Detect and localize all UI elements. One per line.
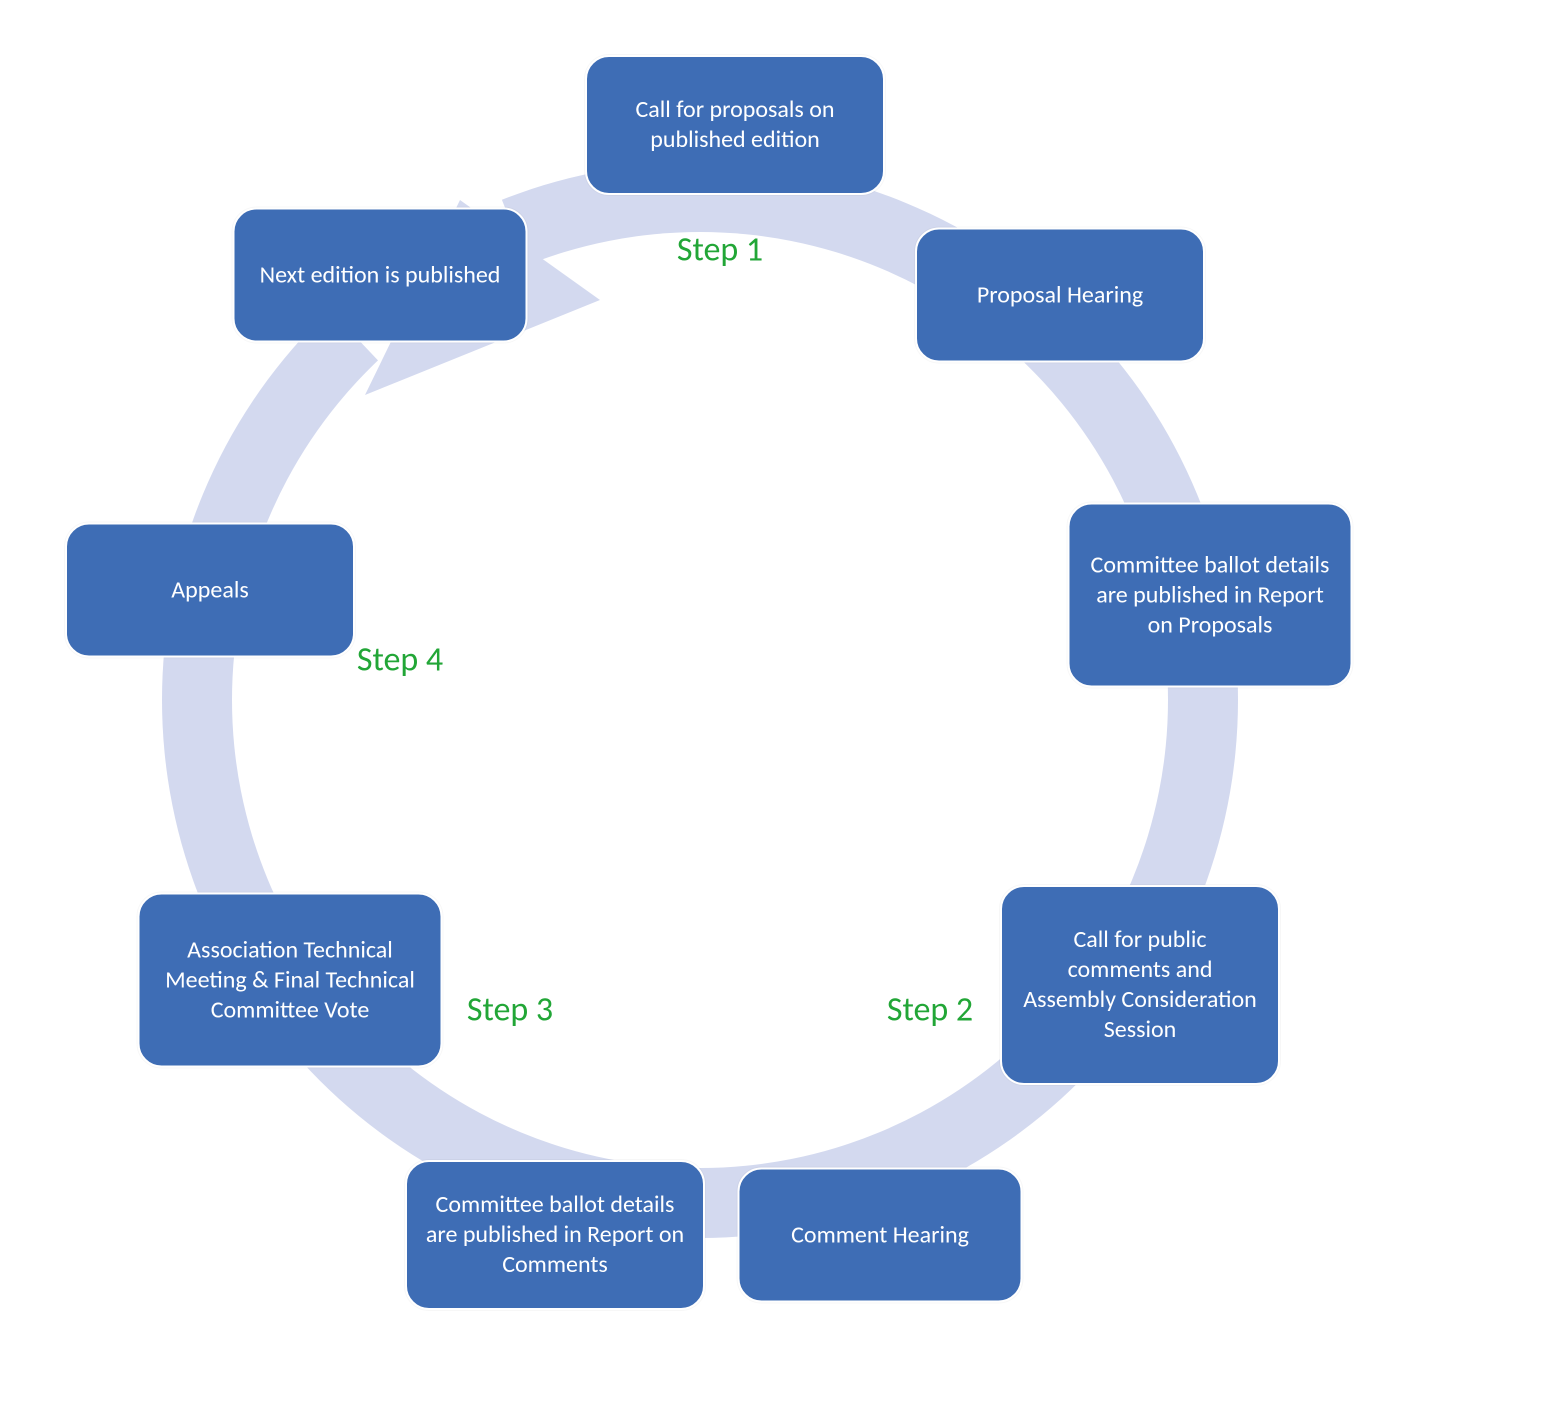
cycle-node-label: Call for proposals on published edition [605, 95, 865, 155]
step-label-text: Step 3 [467, 990, 553, 1031]
cycle-node: Committee ballot details are published i… [405, 1160, 705, 1310]
cycle-node: Appeals [65, 523, 355, 658]
step-label-text: Step 4 [357, 640, 443, 681]
cycle-node-label: Association Technical Meeting & Final Te… [158, 935, 423, 1025]
cycle-node-label: Committee ballot details are published i… [425, 1190, 685, 1280]
step-label: Step 2 [887, 990, 973, 1031]
cycle-node: Next edition is published [233, 208, 528, 343]
step-label-text: Step 2 [887, 990, 973, 1031]
cycle-node-label: Committee ballot details are published i… [1088, 550, 1333, 640]
cycle-node: Call for public comments and Assembly Co… [1000, 885, 1280, 1085]
cycle-node-label: Call for public comments and Assembly Co… [1020, 925, 1260, 1045]
cycle-node: Call for proposals on published edition [585, 55, 885, 195]
cycle-node: Association Technical Meeting & Final Te… [138, 893, 443, 1068]
cycle-node-label: Proposal Hearing [977, 280, 1143, 310]
step-label: Step 1 [677, 230, 763, 271]
cycle-node-label: Next edition is published [260, 260, 501, 290]
cycle-node: Committee ballot details are published i… [1068, 503, 1353, 688]
step-label-text: Step 1 [677, 230, 763, 271]
diagram-canvas: Call for proposals on published edition P… [0, 0, 1544, 1403]
cycle-node: Proposal Hearing [915, 228, 1205, 363]
cycle-node: Comment Hearing [738, 1168, 1023, 1303]
cycle-node-label: Comment Hearing [791, 1220, 969, 1250]
cycle-node-label: Appeals [171, 575, 248, 605]
step-label: Step 4 [357, 640, 443, 681]
step-label: Step 3 [467, 990, 553, 1031]
